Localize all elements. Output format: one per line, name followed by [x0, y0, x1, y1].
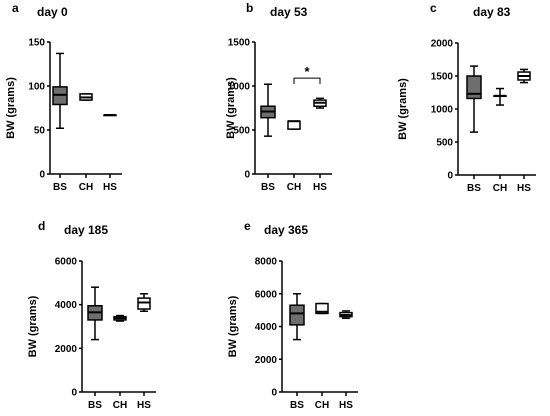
x-tick-label-ch: CH: [493, 183, 507, 194]
panel-b: b day 53 BW (grams) 0 500 1000 1500 BS CH HS *: [225, 1, 332, 193]
x-tick-label-ch: CH: [79, 182, 93, 193]
panel-a: a day 0 BW (grams) 0 50 100 150 BS CH HS: [5, 1, 122, 193]
box-iqr: [287, 120, 301, 130]
box-hs: [517, 68, 531, 84]
y-tick-label: 2000: [55, 344, 78, 355]
box-hs: [137, 293, 151, 312]
y-tick-label: 2000: [255, 355, 278, 366]
x-tick-label-bs: BS: [290, 400, 304, 411]
y-tick-label: 1500: [431, 72, 454, 83]
box-bs: [289, 293, 305, 341]
box-iqr: [466, 75, 482, 100]
x-tick-label-bs: BS: [467, 183, 481, 194]
box-bs: [466, 65, 482, 133]
box-ch: [287, 120, 301, 130]
box-iqr: [137, 297, 151, 310]
significance-bracket: *: [293, 64, 321, 85]
box-ch: [79, 93, 93, 101]
y-tick-label: 1000: [228, 82, 251, 93]
box-ch: [113, 314, 127, 322]
x-tick-label-hs: HS: [313, 182, 327, 193]
y-axis-label: BW (grams): [397, 78, 409, 140]
x-tick-label-bs: BS: [53, 182, 67, 193]
y-tick-label: 2000: [431, 39, 454, 50]
y-tick-label: 100: [28, 82, 45, 93]
x-tick-label-bs: BS: [88, 400, 102, 411]
chart-title: day 185: [64, 223, 108, 237]
chart-title: day 53: [270, 5, 308, 19]
y-tick-label: 0: [271, 388, 277, 399]
panel-e: e day 365 BW (grams) 0 2000 4000 6000 8000 BS CH H…: [227, 219, 358, 411]
y-axis-label: BW (grams): [27, 295, 39, 357]
box-hs: [339, 310, 353, 320]
box-hs: [313, 97, 327, 109]
box-iqr: [289, 304, 305, 326]
y-tick-label: 0: [447, 171, 453, 182]
chart-title: day 0: [37, 5, 68, 19]
x-tick-label-bs: BS: [261, 182, 275, 193]
chart-title: day 83: [473, 5, 511, 19]
y-tick-label: 0: [71, 388, 77, 399]
y-tick-label: 1500: [228, 38, 251, 49]
x-tick-label-ch: CH: [287, 182, 301, 193]
panel-c: c day 83 BW (grams) 0 500 1000 1500 2000 BS CH HS: [397, 1, 536, 194]
y-tick-label: 50: [34, 126, 46, 137]
y-axis-label: BW (grams): [227, 295, 239, 357]
panel-letter: e: [244, 219, 251, 233]
box-bs: [52, 52, 68, 129]
box-ch: [315, 302, 329, 315]
box-bs: [87, 286, 103, 341]
box-iqr: [315, 302, 329, 315]
y-tick-label: 4000: [55, 300, 78, 311]
y-tick-label: 6000: [55, 257, 78, 268]
panel-letter: a: [12, 1, 19, 15]
y-tick-label: 8000: [255, 257, 278, 268]
y-tick-label: 0: [244, 170, 250, 181]
y-tick-label: 500: [233, 126, 250, 137]
panel-letter: d: [38, 219, 45, 233]
bracket-line: [293, 77, 321, 85]
chart-title: day 365: [264, 223, 308, 237]
x-tick-label-hs: HS: [103, 182, 117, 193]
x-tick-label-hs: HS: [137, 400, 151, 411]
y-tick-label: 500: [436, 138, 453, 149]
box-bs: [260, 83, 276, 137]
x-tick-label-hs: HS: [517, 183, 531, 194]
significance-label: *: [304, 64, 310, 79]
x-tick-label-hs: HS: [339, 400, 353, 411]
box-ch: [493, 87, 507, 106]
panel-d: d day 185 BW (grams) 0 2000 4000 6000 BS CH HS: [27, 219, 156, 411]
x-tick-label-ch: CH: [113, 400, 127, 411]
y-tick-label: 1000: [431, 105, 454, 116]
y-tick-label: 6000: [255, 289, 278, 300]
y-tick-label: 150: [28, 38, 45, 49]
y-axis-label: BW (grams): [5, 77, 17, 139]
box-hs: [103, 114, 117, 117]
x-tick-label-ch: CH: [315, 400, 329, 411]
y-axis-label: BW (grams): [225, 77, 237, 139]
panel-letter: c: [430, 1, 437, 15]
y-tick-label: 4000: [255, 322, 278, 333]
panel-letter: b: [246, 1, 253, 15]
y-tick-label: 0: [39, 170, 45, 181]
